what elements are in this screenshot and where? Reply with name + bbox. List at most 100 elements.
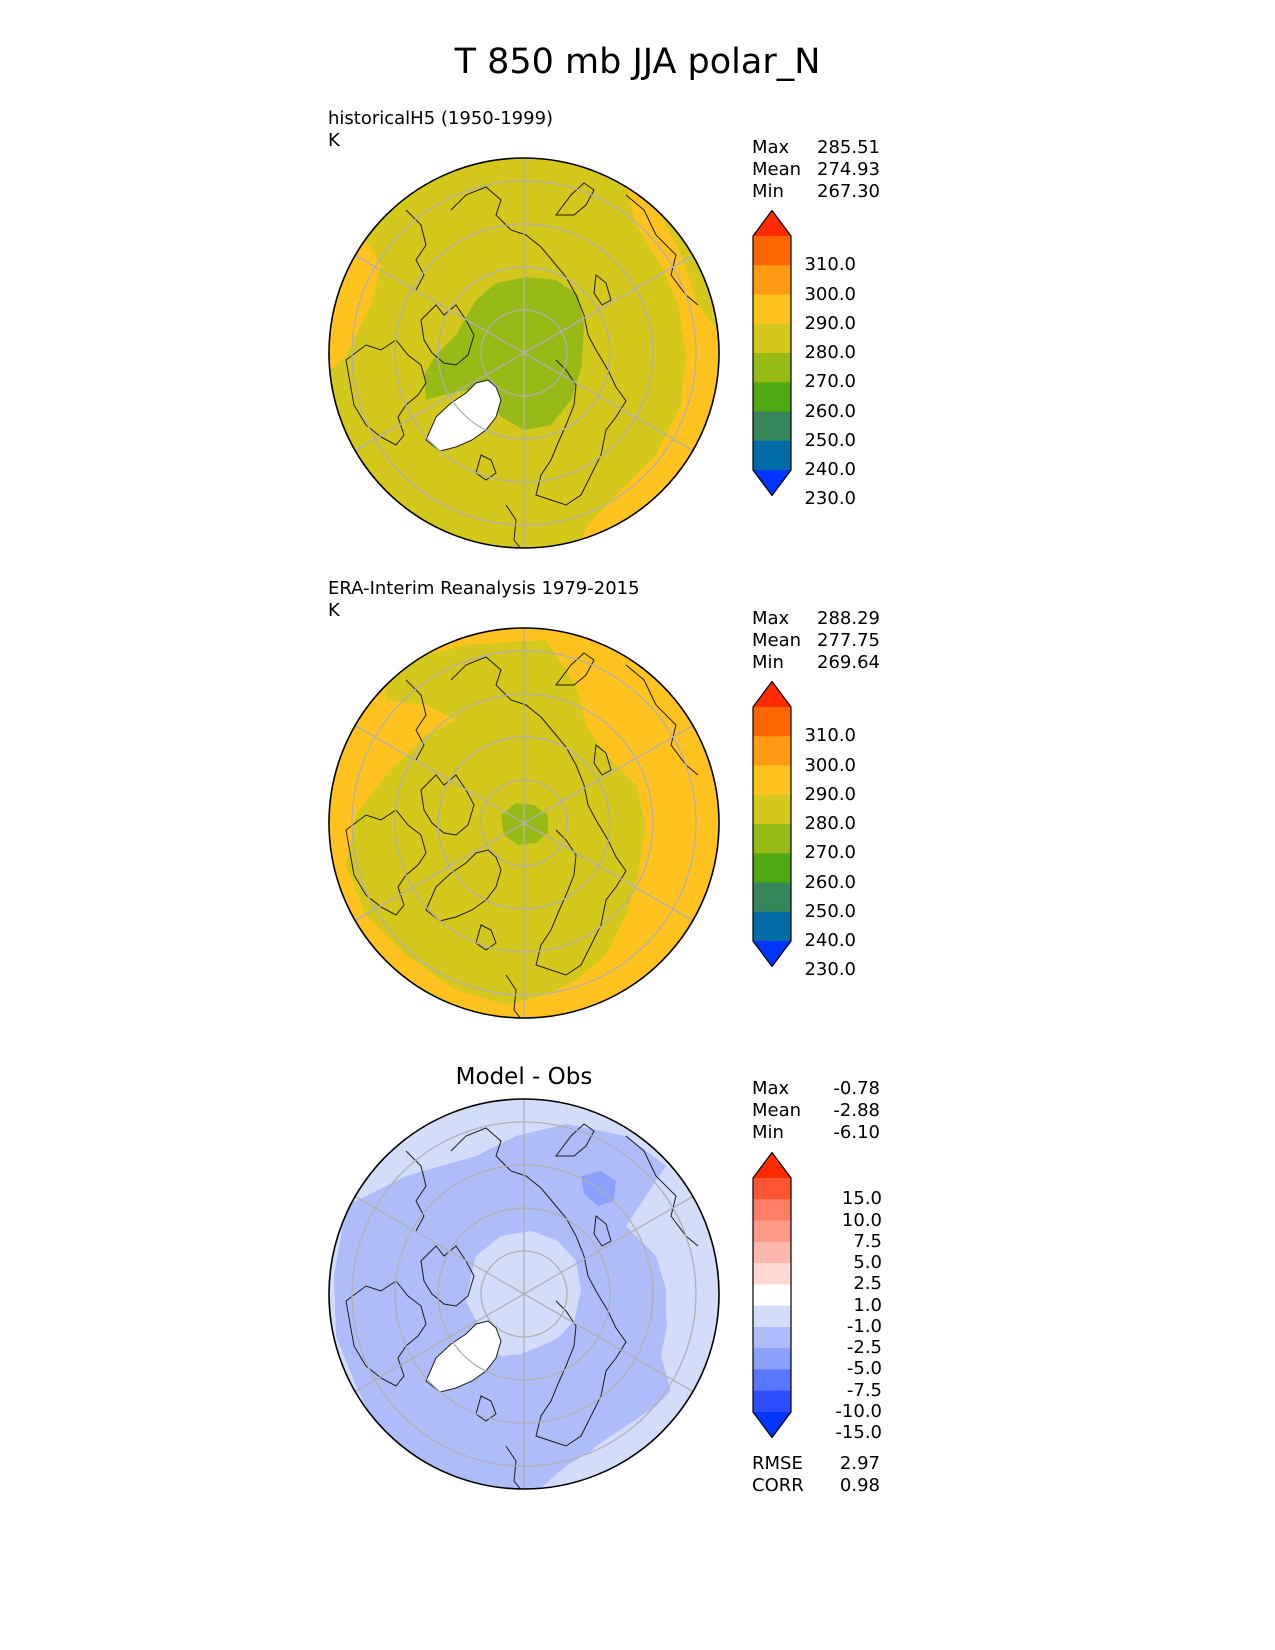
panel-obs-stats: Max 288.29 Mean 277.75 Min 269.64: [752, 608, 880, 674]
stat-name: Mean: [752, 1100, 802, 1121]
colorbar-tick-label: 310.0: [804, 725, 856, 747]
colorbar-swatch: [753, 1220, 791, 1243]
coastline: [475, 454, 497, 481]
colorbar-swatch: [753, 736, 791, 766]
colorbar-tick-label: 1.0: [853, 1294, 882, 1316]
colorbar-swatch: [753, 882, 791, 913]
colorbar-extend-max: [753, 681, 791, 707]
map-boundary: [328, 157, 720, 549]
colorbar-tick-label: -2.5: [846, 1337, 882, 1359]
stat-value: 288.29: [817, 608, 880, 629]
coastline: [450, 1127, 627, 1447]
colorbar-swatch: [753, 1390, 791, 1413]
meridian-line: [354, 822, 525, 922]
colorbar-tick-label: -7.5: [846, 1379, 882, 1401]
meridian-line: [523, 352, 694, 452]
colorbar-swatch: [753, 1241, 791, 1264]
colorbar-difference: [752, 1152, 792, 1438]
stat-name: Min: [752, 181, 784, 202]
greenland-missing-region: [426, 380, 501, 451]
colorbar-swatch: [753, 1326, 791, 1349]
coastline: [450, 656, 627, 976]
figure-title: T 850 mb JJA polar_N: [454, 42, 821, 82]
colorbar-outline: [752, 681, 792, 967]
meridian-line: [354, 352, 525, 452]
colorbar-tick-label: 290.0: [804, 312, 856, 334]
coastline: [555, 182, 595, 216]
stat-value: -6.10: [833, 1122, 880, 1143]
coastline: [345, 1280, 427, 1387]
coastline: [405, 679, 427, 761]
coastline: [405, 209, 427, 291]
stat-value: 285.51: [817, 137, 880, 158]
colorbar-swatch: [753, 353, 791, 383]
colorbar-tick-label: 5.0: [853, 1252, 882, 1274]
colorbar-tick-label: -15.0: [835, 1422, 882, 1444]
stat-row-max: Max 285.51: [752, 137, 880, 159]
colorbar-outline: [752, 210, 792, 496]
colorbar-swatch: [753, 824, 791, 854]
stat-value: -0.78: [833, 1078, 880, 1099]
colorbar-tick-label: 230.0: [804, 488, 856, 510]
colorbar-tick-label: 280.0: [804, 342, 856, 363]
panel-model-label: historicalH5 (1950-1999) K: [328, 108, 553, 152]
stat-row-min: Min 269.64: [752, 652, 880, 674]
panel-obs-units: K: [328, 600, 340, 621]
colorbar-tick-label: 270.0: [804, 371, 856, 393]
stat-value: -2.88: [833, 1100, 880, 1121]
coastline: [345, 339, 427, 446]
meridian-line: [354, 724, 525, 824]
stat-row-max: Max 288.29: [752, 608, 880, 630]
colorbar-swatch: [753, 236, 791, 266]
stat-name: Max: [752, 608, 790, 629]
stat-value: 267.30: [817, 181, 880, 202]
colorbar-swatch: [753, 707, 791, 737]
colorbar-swatch: [753, 1263, 791, 1285]
stat-row-rmse: RMSE 2.97: [752, 1453, 880, 1475]
colorbar-swatch: [753, 323, 791, 354]
colorbar-model: [752, 210, 792, 496]
stat-name: Max: [752, 1078, 790, 1099]
stat-row-mean: Mean -2.88: [752, 1100, 880, 1122]
colorbar-outline: [752, 1152, 792, 1438]
stat-name: Mean: [752, 159, 802, 180]
stat-row-max: Max -0.78: [752, 1078, 880, 1100]
meridian-line: [354, 254, 525, 354]
colorbar-tick-label: 230.0: [804, 959, 856, 981]
stat-row-mean: Mean 277.75: [752, 630, 880, 652]
colorbar-extend-min: [753, 941, 791, 967]
colorbar-extend-min: [753, 470, 791, 496]
colorbar-swatch: [753, 853, 791, 883]
stat-value: 269.64: [817, 652, 880, 673]
colorbar-swatch: [753, 794, 791, 825]
colorbar-tick-label: -5.0: [846, 1358, 882, 1380]
stat-row-mean: Mean 274.93: [752, 159, 880, 181]
stat-value: 2.97: [839, 1453, 880, 1474]
colorbar-tick-label: 10.0: [841, 1209, 882, 1231]
colorbar-tick-label: 300.0: [804, 283, 856, 305]
colorbar-swatch: [753, 265, 791, 295]
colorbar-tick-label: -1.0: [846, 1315, 882, 1337]
coastline: [593, 274, 612, 306]
stat-name: Min: [752, 652, 784, 673]
colorbar-swatch: [753, 411, 791, 442]
colorbar-tick-label: 240.0: [804, 459, 856, 480]
coastline: [405, 1150, 427, 1232]
colorbar-swatch: [753, 1284, 791, 1307]
colorbar-swatch: [753, 1369, 791, 1392]
panel-diff-stats: Max -0.78 Mean -2.88 Min -6.10: [752, 1078, 880, 1144]
colorbar-tick-label: 300.0: [804, 754, 856, 776]
colorbar-tick-label: 2.5: [853, 1273, 882, 1295]
stat-name: CORR: [752, 1475, 804, 1496]
field-280-290-east: [576, 185, 719, 548]
colorbar-extend-max: [753, 1152, 791, 1178]
polar-map-obs: [328, 627, 720, 1019]
panel-diff-title: Model - Obs: [455, 1064, 593, 1090]
colorbar-swatch: [753, 1305, 791, 1328]
coastline: [505, 974, 523, 1018]
stat-value: 0.98: [839, 1475, 880, 1496]
coastline: [555, 652, 595, 686]
panel-diff-skill-stats: RMSE 2.97 CORR 0.98: [752, 1453, 880, 1497]
colorbar-obs: [752, 681, 792, 967]
meridian-line: [354, 1195, 525, 1295]
